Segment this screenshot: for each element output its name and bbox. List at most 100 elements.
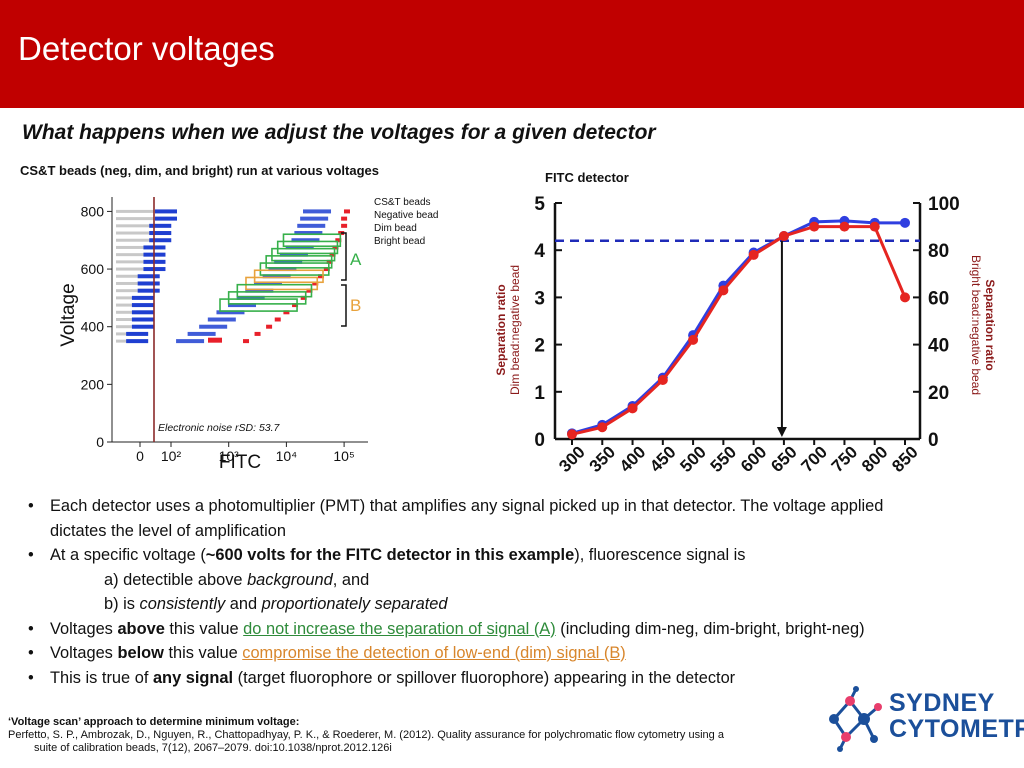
left-axis-tick-label: 2 (534, 336, 545, 357)
left-axis-tick-label: 5 (534, 194, 545, 215)
left-y-tick-label: 600 (81, 261, 105, 277)
negative-bead-band (116, 267, 166, 271)
bright-bead-point (329, 252, 336, 257)
right-chart-caption: FITC detector (545, 170, 629, 185)
right-axis-tick-label: 20 (928, 383, 949, 404)
bracket-b-label: B (350, 296, 361, 315)
bright-ratio-point (657, 375, 668, 385)
bullet-1: • Each detector uses a photomultiplier (… (28, 497, 884, 515)
negative-bead-band (116, 209, 177, 213)
bright-ratio-point (778, 231, 789, 242)
legend-bright-bead: Bright bead (374, 236, 425, 247)
bullet-2b-italic-2: proportionately separated (261, 595, 448, 613)
left-axis-tick-label: 4 (534, 241, 545, 262)
dim-bead-point (187, 331, 216, 336)
bright-ratio-point (809, 221, 820, 232)
dim-bead-point (285, 245, 314, 250)
legend-title: CS&T beads (374, 197, 431, 208)
bullet-2-bold: ~600 volts for the FITC detector in this… (205, 546, 575, 564)
bright-bead-point (266, 324, 273, 329)
voltage-scan-scatter-chart: 0 200 400 600 800 0 10² 10³ 10⁴ 10⁵ Voltage FITC… (58, 197, 439, 470)
separation-box (259, 262, 330, 276)
bright-ratio-point (839, 221, 850, 232)
x-axis-tick-label: 350 (586, 442, 619, 475)
negative-bead-point (126, 339, 149, 344)
dim-bead-point (291, 238, 320, 243)
dim-bead-point (274, 259, 303, 264)
bullet-3-bold: above (117, 619, 165, 638)
dim-bead-point (207, 317, 236, 322)
logo-line-1: SYDNEY (889, 689, 995, 717)
bullet-4-bold: below (117, 644, 164, 662)
negative-bead-point (155, 209, 177, 214)
separation-box (282, 233, 342, 248)
slide-title: Detector voltages (18, 30, 275, 67)
bullet-2b: b) is consistently and proportionately s… (28, 592, 988, 617)
bright-bead-point (323, 267, 330, 272)
sydney-cytometry-logo: SYDNEY CYTOMETRY (820, 685, 1024, 755)
bright-bead-point (341, 223, 348, 228)
bright-ratio-point (597, 422, 608, 433)
bullet-3-post: (including dim-neg, dim-bright, bright-n… (555, 619, 865, 638)
left-y-tick-label: 800 (81, 203, 105, 219)
dim-bead-point (303, 209, 332, 214)
left-axis-tick-label: 1 (534, 383, 545, 404)
x-axis-tick-label: 600 (737, 442, 770, 475)
bright-ratio-point (869, 221, 880, 232)
left-chart-caption: CS&T beads (neg, dim, and bright) run at… (20, 163, 379, 178)
dim-bead-point (253, 281, 282, 286)
bullet-3-green: do not increase the separation of signal… (243, 619, 556, 638)
bullet-2: • At a specific voltage (~600 volts for … (28, 546, 746, 564)
bullet-2a-pre: a) detectible above (104, 570, 248, 589)
bullet-2b-mid: and (225, 595, 262, 613)
negative-bead-point (131, 303, 154, 308)
left-x-tick-label: 10⁴ (276, 448, 298, 464)
bullet-5-bold: any signal (152, 668, 234, 687)
negative-bead-point (131, 310, 154, 315)
left-chart-x-label: FITC (219, 452, 261, 470)
right-y-label-line2: Bright bead:negative bead (969, 255, 983, 395)
negative-bead-point (149, 238, 172, 243)
bright-bead-point (254, 331, 261, 336)
bullet-5: • This is true of any signal (target flu… (28, 668, 736, 687)
separation-box (271, 247, 336, 262)
bullet-3-pre: Voltages (50, 619, 118, 638)
x-axis-tick-label: 450 (646, 442, 679, 475)
separation-box (219, 298, 298, 312)
x-axis-tick-label: 750 (828, 442, 861, 475)
bright-bead-point (300, 295, 307, 300)
separation-box (276, 240, 339, 255)
negative-bead-band (116, 224, 172, 228)
bullet-2b-italic-1: consistently (139, 595, 226, 613)
bullet-2b-pre: b) is (104, 595, 140, 613)
bright-bead-point (283, 310, 290, 315)
reference-block: ‘Voltage scan’ approach to determine min… (8, 716, 808, 755)
negative-bead-point (131, 324, 154, 329)
bright-ratio-line (571, 225, 907, 436)
separation-box (253, 269, 324, 284)
bullet-3: • Voltages above this value do not incre… (28, 619, 865, 638)
bullet-4-mid: this value (163, 644, 243, 662)
bullet-list: • Each detector uses a photomultiplier (… (28, 494, 988, 690)
negative-bead-point (126, 331, 149, 336)
negative-bead-band (116, 238, 172, 242)
legend-negative-bead: Negative bead (374, 210, 439, 221)
dim-bead-point (300, 216, 329, 221)
logo-line-2: CYTOMETRY (889, 715, 1024, 743)
bright-ratio-point (688, 334, 699, 345)
left-y-label-line2: Dim bead:negative bead (508, 265, 522, 395)
slide-subtitle: What happens when we adjust the voltages… (22, 121, 656, 144)
bullet-4: • Voltages below this value compromise t… (28, 644, 626, 662)
left-y-tick-label: 400 (81, 319, 105, 335)
logo-molecule-icon (829, 686, 882, 752)
bright-ratio-point (718, 285, 729, 296)
x-axis-tick-label: 850 (888, 442, 921, 475)
left-y-label-line1: Separation ratio (494, 284, 508, 375)
right-axis-tick-label: 80 (928, 241, 949, 262)
x-axis-tick-label: 800 (858, 442, 891, 475)
right-axis-tick-label: 0 (928, 430, 939, 451)
separation-box (236, 283, 313, 298)
bright-bead-point (335, 238, 342, 243)
bullet-4-orange: compromise the detection of low-end (dim… (242, 644, 626, 662)
dim-bead-point (297, 223, 326, 228)
